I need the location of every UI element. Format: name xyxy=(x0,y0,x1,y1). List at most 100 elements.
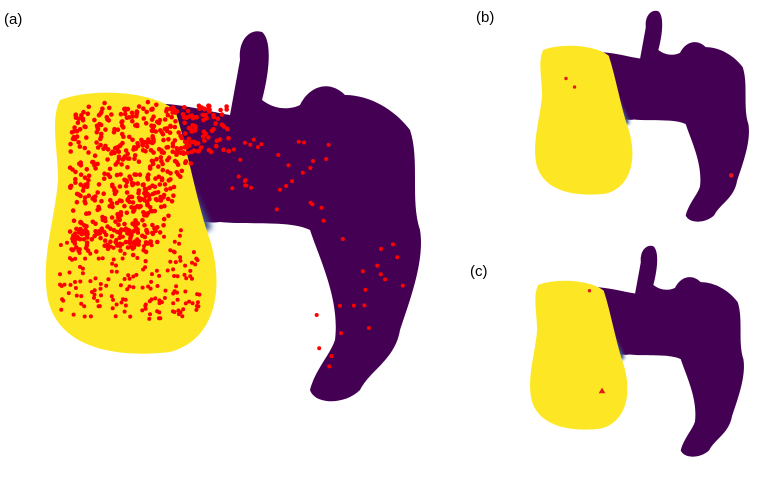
point xyxy=(159,130,165,135)
point xyxy=(140,217,145,223)
point xyxy=(73,286,78,290)
point xyxy=(101,176,107,181)
point xyxy=(131,181,136,186)
point xyxy=(140,141,145,147)
point xyxy=(110,306,115,311)
point xyxy=(149,158,155,164)
point xyxy=(169,114,174,120)
point xyxy=(308,200,313,205)
point xyxy=(140,285,145,290)
point xyxy=(192,128,198,133)
point xyxy=(86,150,91,155)
point xyxy=(194,115,199,120)
point xyxy=(134,109,140,114)
point xyxy=(156,164,161,169)
point xyxy=(84,184,90,189)
point xyxy=(319,205,324,210)
point xyxy=(114,263,118,268)
point xyxy=(127,240,133,246)
point xyxy=(122,106,127,112)
point xyxy=(84,229,90,235)
point xyxy=(118,212,123,217)
point xyxy=(123,183,129,189)
point xyxy=(360,269,365,274)
point xyxy=(92,117,97,123)
point xyxy=(143,140,149,145)
point xyxy=(338,303,342,308)
point xyxy=(178,133,183,139)
point xyxy=(182,120,187,126)
point xyxy=(78,182,83,187)
point xyxy=(351,303,356,308)
point xyxy=(185,150,190,156)
point xyxy=(166,137,171,142)
point xyxy=(143,259,148,263)
point xyxy=(178,228,183,233)
point xyxy=(58,272,62,277)
point xyxy=(98,231,103,236)
point xyxy=(324,157,329,161)
point xyxy=(74,226,79,232)
point xyxy=(391,242,395,247)
point xyxy=(107,203,112,209)
point xyxy=(170,141,176,146)
point xyxy=(127,174,132,179)
point xyxy=(120,234,125,239)
point xyxy=(59,284,64,288)
point xyxy=(113,162,118,167)
point xyxy=(163,187,169,192)
point xyxy=(195,141,201,146)
point xyxy=(95,145,101,150)
point xyxy=(339,331,343,336)
point xyxy=(114,172,120,178)
point xyxy=(122,227,127,233)
point xyxy=(165,112,171,118)
point xyxy=(73,256,78,261)
point xyxy=(112,126,117,132)
point xyxy=(308,166,313,170)
point xyxy=(587,288,592,293)
point xyxy=(73,280,77,284)
point xyxy=(181,307,186,312)
point xyxy=(116,156,122,161)
point xyxy=(215,116,221,121)
point xyxy=(248,142,253,147)
point xyxy=(130,252,136,258)
point xyxy=(162,203,167,209)
point xyxy=(102,229,107,235)
point xyxy=(166,213,171,219)
point xyxy=(120,119,125,124)
point xyxy=(104,283,109,288)
point xyxy=(101,191,106,196)
point xyxy=(147,205,153,210)
point xyxy=(130,114,135,119)
point xyxy=(147,139,153,145)
embedding xyxy=(530,246,744,457)
point xyxy=(94,140,99,145)
point xyxy=(67,229,73,234)
point xyxy=(68,141,73,147)
point xyxy=(148,286,153,291)
point xyxy=(148,239,154,245)
point xyxy=(186,125,192,131)
point xyxy=(171,184,177,190)
point xyxy=(156,146,162,152)
point xyxy=(68,183,74,189)
point xyxy=(92,292,97,297)
point xyxy=(107,166,113,172)
point xyxy=(77,161,82,167)
point xyxy=(118,283,123,288)
point xyxy=(122,277,127,281)
point xyxy=(133,223,138,228)
point xyxy=(290,179,295,184)
point xyxy=(120,140,125,146)
point xyxy=(150,107,155,112)
point xyxy=(102,100,107,106)
point xyxy=(188,268,193,273)
point xyxy=(80,266,85,271)
point xyxy=(93,194,98,199)
point xyxy=(238,157,243,162)
point xyxy=(172,239,177,244)
highlight-points xyxy=(58,99,405,369)
